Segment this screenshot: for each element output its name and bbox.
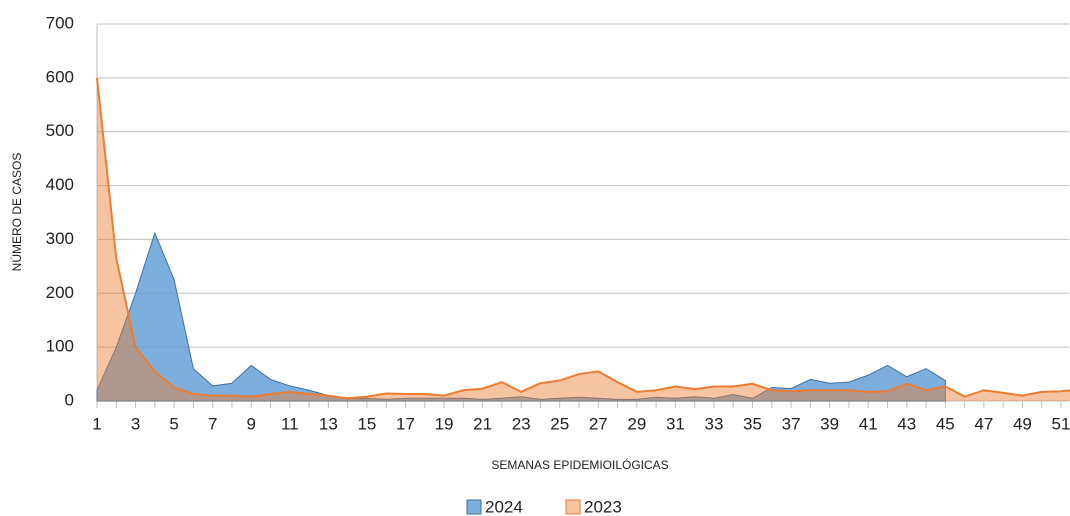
x-tick-label: 51 — [1052, 414, 1070, 433]
x-tick-label: 17 — [396, 414, 415, 433]
x-tick-label: 23 — [512, 414, 531, 433]
x-tick-label: 49 — [1013, 414, 1032, 433]
legend-label: 2024 — [485, 497, 523, 516]
x-tick-label: 13 — [319, 414, 338, 433]
x-tick-label: 1 — [92, 414, 101, 433]
x-tick-label: 27 — [589, 414, 608, 433]
y-tick-label: 600 — [46, 67, 74, 86]
area — [96, 231, 946, 402]
y-tick-label: 500 — [46, 121, 74, 140]
x-tick-label: 45 — [936, 414, 955, 433]
x-tick-label: 3 — [131, 414, 140, 433]
line — [96, 77, 1070, 400]
x-tick-label: 9 — [247, 414, 256, 433]
x-tick-label: 21 — [473, 414, 492, 433]
y-tick-label: 700 — [46, 13, 74, 32]
y-tick-label: 0 — [65, 390, 74, 409]
x-tick-label: 5 — [169, 414, 178, 433]
y-axis-label: NÚMERO DE CASOS — [9, 153, 24, 272]
x-tick-label: 39 — [820, 414, 839, 433]
y-tick-label: 100 — [46, 337, 74, 356]
legend-swatch — [466, 499, 482, 515]
y-tick-label: 200 — [46, 283, 74, 302]
x-tick-label: 7 — [208, 414, 217, 433]
y-tick-label: 300 — [46, 229, 74, 248]
x-tick-label: 33 — [704, 414, 723, 433]
x-tick-label: 11 — [281, 414, 299, 433]
y-tick-label: 400 — [46, 175, 74, 194]
x-tick-label: 25 — [550, 414, 569, 433]
x-tick-label: 41 — [859, 414, 878, 433]
x-axis-label: SEMANAS EPIDEMIOILÓGICAS — [491, 457, 668, 472]
x-tick-label: 35 — [743, 414, 762, 433]
x-tick-label: 29 — [627, 414, 646, 433]
x-tick-label: 19 — [435, 414, 454, 433]
x-tick-label: 15 — [357, 414, 376, 433]
legend-swatch — [565, 499, 581, 515]
x-tick-label: 37 — [782, 414, 801, 433]
x-tick-label: 47 — [974, 414, 993, 433]
x-tick-label: 31 — [666, 414, 685, 433]
x-tick-label: 43 — [897, 414, 916, 433]
legend-label: 2023 — [584, 497, 622, 516]
